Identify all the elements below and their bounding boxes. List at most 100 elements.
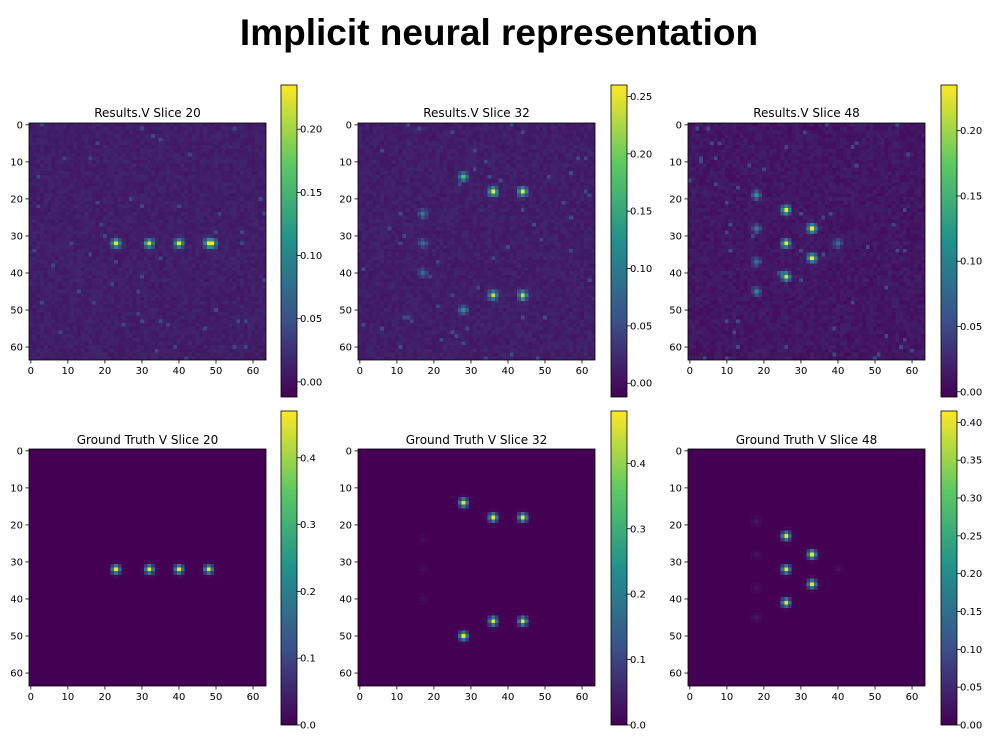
x-tick-label: 60 [576,366,589,377]
heatmap-panel: Ground Truth V Slice 20 0 10 20 30 40 50 60 0 10 2… [10,410,316,732]
colorbar-tick-label: 0.15 [960,191,982,202]
y-tick-label: 40 [10,594,23,605]
colorbar-tick-label: 0.10 [960,257,982,268]
y-tick-label: 60 [669,343,682,354]
colorbar [280,410,298,726]
colorbar [280,84,298,398]
x-tick-label: 20 [99,692,112,703]
x-tick-label: 10 [391,692,404,703]
panel-title: Results.V Slice 48 [753,106,860,120]
colorbar-tick-label: 0.25 [960,531,982,542]
heatmap-panel: Results.V Slice 48 0 10 20 30 40 50 60 0 10 20 30 40… [669,84,982,398]
x-tick-label: 20 [428,366,441,377]
colorbar [940,410,958,726]
y-tick-label: 40 [10,268,23,279]
colorbar-tick-label: 0.1 [630,655,646,666]
heatmap-image [358,449,595,686]
x-tick-label: 50 [869,366,882,377]
colorbar-tick-label: 0.20 [960,126,982,137]
y-tick-label: 60 [10,669,23,680]
heatmap-image [29,449,266,686]
x-tick-label: 10 [721,692,734,703]
x-tick-label: 30 [136,692,149,703]
x-tick-label: 0 [28,692,34,703]
heatmap-panel: Ground Truth V Slice 48 0 10 20 30 40 50 60 0 10 2… [669,410,982,732]
colorbar [610,84,628,398]
y-tick-label: 40 [339,594,352,605]
heatmap-panel: Results.V Slice 32 0 10 20 30 40 50 60 0 10 20 30 40… [339,84,652,398]
colorbar [940,84,958,398]
axes-frame [357,122,596,361]
x-tick-label: 60 [247,366,260,377]
colorbar-tick-label: 0.00 [630,379,652,390]
x-tick-label: 10 [721,366,734,377]
x-tick-label: 30 [795,692,808,703]
y-tick-label: 50 [10,306,23,317]
y-tick-label: 10 [339,483,352,494]
y-tick-label: 30 [669,557,682,568]
heatmap-image [358,123,595,360]
x-tick-label: 50 [869,692,882,703]
colorbar-tick-label: 0.40 [960,418,982,429]
y-tick-label: 30 [669,231,682,242]
y-tick-label: 30 [339,231,352,242]
y-tick-label: 20 [10,194,23,205]
page-title: Implicit neural representation [239,12,759,53]
panel-title: Results.V Slice 20 [94,106,201,120]
x-tick-label: 30 [795,366,808,377]
x-tick-label: 40 [502,366,515,377]
y-tick-label: 20 [339,194,352,205]
y-tick-label: 20 [339,520,352,531]
x-tick-label: 0 [357,692,363,703]
y-tick-label: 40 [669,594,682,605]
x-tick-label: 20 [99,366,112,377]
heatmap-image [29,123,266,360]
y-tick-label: 0 [676,446,682,457]
y-tick-label: 30 [339,557,352,568]
y-tick-label: 30 [10,557,23,568]
colorbar-tick-label: 0.15 [960,607,982,618]
panel-title: Ground Truth V Slice 20 [77,433,219,447]
y-tick-label: 0 [346,120,352,131]
colorbar-tick-label: 0.10 [300,251,322,262]
x-tick-label: 40 [173,692,186,703]
axes-frame [28,448,267,687]
y-tick-label: 10 [10,483,23,494]
y-tick-label: 0 [17,446,23,457]
colorbar-tick-label: 0.2 [630,590,646,601]
x-tick-label: 10 [62,692,75,703]
colorbar-tick-label: 0.1 [300,654,316,665]
panel-title: Ground Truth V Slice 48 [736,433,878,447]
x-tick-label: 10 [391,366,404,377]
y-tick-label: 30 [10,231,23,242]
colorbar-tick-label: 0.15 [630,207,652,218]
x-tick-label: 0 [687,366,693,377]
panel-title: Results.V Slice 32 [423,106,530,120]
x-tick-label: 20 [758,692,771,703]
x-tick-label: 0 [28,366,34,377]
y-tick-label: 50 [339,306,352,317]
heatmap-panel: Results.V Slice 20 0 10 20 30 40 50 60 0 10 20 30 40… [10,84,322,398]
panel-title: Ground Truth V Slice 32 [406,433,548,447]
y-tick-label: 60 [669,669,682,680]
colorbar-tick-label: 0.0 [300,721,316,732]
y-tick-label: 10 [669,483,682,494]
colorbar-tick-label: 0.3 [630,524,646,535]
colorbar-tick-label: 0.35 [960,456,982,467]
x-tick-label: 40 [832,366,845,377]
colorbar-tick-label: 0.20 [630,149,652,160]
y-tick-label: 20 [669,520,682,531]
heatmap-image [688,123,925,360]
colorbar-tick-label: 0.20 [960,569,982,580]
colorbar-tick-label: 0.00 [960,721,982,732]
y-tick-label: 0 [676,120,682,131]
colorbar-tick-label: 0.05 [960,322,982,333]
x-tick-label: 30 [465,692,478,703]
colorbar-tick-label: 0.4 [300,453,316,464]
x-tick-label: 20 [758,366,771,377]
x-tick-label: 10 [62,366,75,377]
heatmap-panel: Ground Truth V Slice 32 0 10 20 30 40 50 60 0 10 2… [339,410,646,732]
x-tick-label: 50 [210,692,223,703]
x-tick-label: 60 [247,692,260,703]
y-tick-label: 20 [10,520,23,531]
